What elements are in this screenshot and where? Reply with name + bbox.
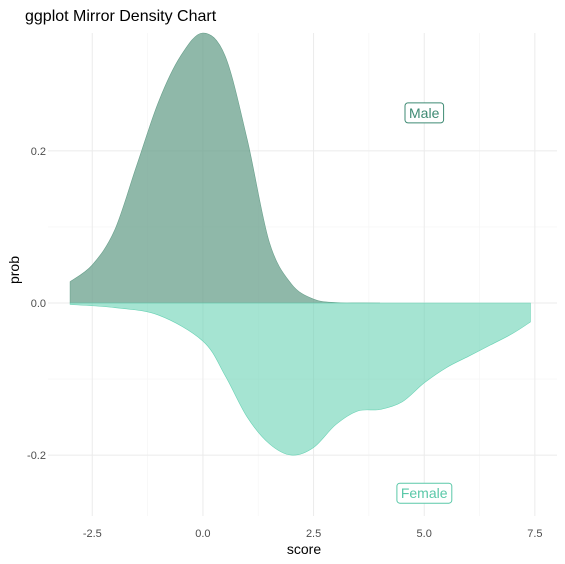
annotation-label: Female xyxy=(396,482,453,504)
annotation-box xyxy=(396,482,453,504)
x-tick-label: 0.0 xyxy=(195,528,210,540)
y-tick-label: -0.2 xyxy=(27,450,46,462)
x-axis-title: score xyxy=(287,541,321,557)
annotations: Male Female xyxy=(396,102,453,504)
x-tick-label: 7.5 xyxy=(527,528,542,540)
density-areas xyxy=(69,32,531,456)
series-female xyxy=(69,302,531,456)
y-axis-ticks: -0.2 0.0 0.2 xyxy=(27,146,46,462)
x-tick-label: -2.5 xyxy=(83,528,102,540)
y-tick-label: 0.0 xyxy=(31,298,46,310)
y-axis-title: prob xyxy=(6,256,22,284)
y-tick-label: 0.2 xyxy=(31,146,46,158)
annotation-box xyxy=(404,102,445,124)
x-tick-label: 5.0 xyxy=(417,528,432,540)
x-tick-label: 2.5 xyxy=(306,528,321,540)
series-male xyxy=(69,32,381,304)
chart-title: ggplot Mirror Density Chart xyxy=(25,8,217,25)
density-area-female xyxy=(69,302,531,456)
annotation-label: Male xyxy=(404,102,445,124)
x-axis-ticks: -2.5 0.0 2.5 5.0 7.5 xyxy=(83,528,543,540)
density-area-male xyxy=(69,32,381,304)
annotation-text: Female xyxy=(401,485,448,501)
annotation-text: Male xyxy=(409,105,440,121)
